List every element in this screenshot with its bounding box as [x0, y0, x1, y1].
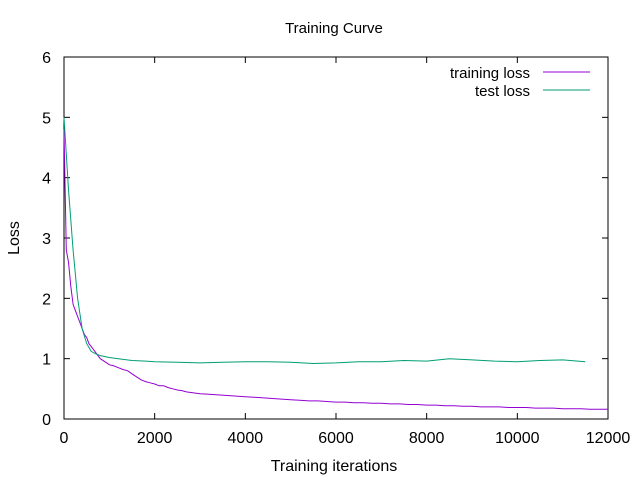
chart-title: Training Curve — [285, 20, 383, 37]
legend-label-test: test loss — [475, 83, 530, 100]
y-tick-label: 0 — [42, 412, 51, 429]
y-tick-label: 4 — [42, 171, 51, 188]
y-tick-label: 2 — [42, 291, 51, 308]
y-tick-label: 3 — [42, 231, 51, 248]
x-tick-label: 6000 — [318, 430, 354, 447]
x-tick-label: 4000 — [228, 430, 264, 447]
series-line-training-loss — [63, 129, 608, 410]
x-tick-label: 12000 — [586, 430, 631, 447]
y-tick-label: 6 — [42, 50, 51, 67]
x-tick-label: 8000 — [409, 430, 445, 447]
x-tick-label: 2000 — [137, 430, 173, 447]
legend: training loss test loss — [450, 65, 590, 100]
legend-label-training: training loss — [450, 65, 530, 82]
y-axis-ticks: 0 1 2 3 4 5 6 — [42, 50, 608, 429]
x-tick-label: 0 — [60, 430, 69, 447]
series-line-test-loss — [63, 117, 586, 365]
x-tick-label: 10000 — [495, 430, 540, 447]
y-tick-label: 5 — [42, 110, 51, 127]
series-layer — [63, 117, 608, 410]
x-axis-ticks: 0 2000 4000 6000 8000 10000 12000 — [60, 57, 631, 447]
y-axis-label: Loss — [6, 221, 23, 255]
plot-frame — [63, 56, 609, 420]
y-tick-label: 1 — [42, 352, 51, 369]
x-axis-label: Training iterations — [271, 458, 398, 475]
